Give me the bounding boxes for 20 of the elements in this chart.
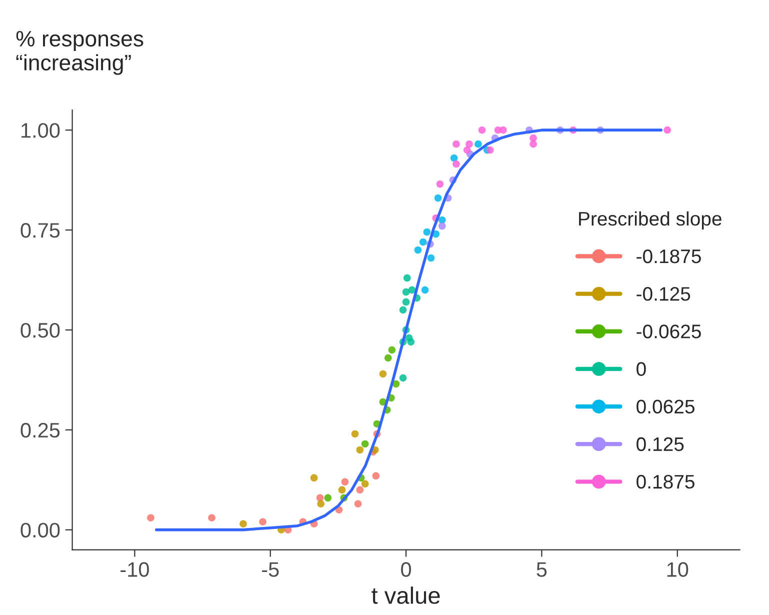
x-tick-label: -10 — [120, 562, 149, 577]
x-axis-title: t value — [372, 586, 440, 604]
legend-label: 0.1875 — [636, 474, 694, 489]
legend-label: -0.0625 — [636, 324, 701, 338]
y-tick-label: 0.75 — [20, 223, 60, 238]
y-axis-title: % responses “increasing” — [16, 30, 144, 75]
y-tick-label: 0.00 — [20, 522, 60, 538]
legend-label: -0.125 — [636, 287, 690, 301]
x-tick-label: 10 — [667, 562, 688, 577]
x-tick-label: 5 — [536, 562, 547, 577]
legend-label: 0.125 — [636, 437, 684, 452]
legend-label: -0.1875 — [636, 249, 701, 264]
y-tick-label: 0.50 — [20, 322, 60, 338]
x-tick-label: 0 — [401, 562, 412, 577]
x-tick-label: -5 — [262, 562, 279, 577]
y-tick-label: 0.25 — [20, 422, 60, 438]
legend-label: 0.0625 — [636, 400, 694, 414]
legend-title: Prescribed slope — [579, 211, 722, 230]
legend-label: 0 — [636, 362, 646, 376]
y-tick-label: 1.00 — [22, 123, 60, 138]
